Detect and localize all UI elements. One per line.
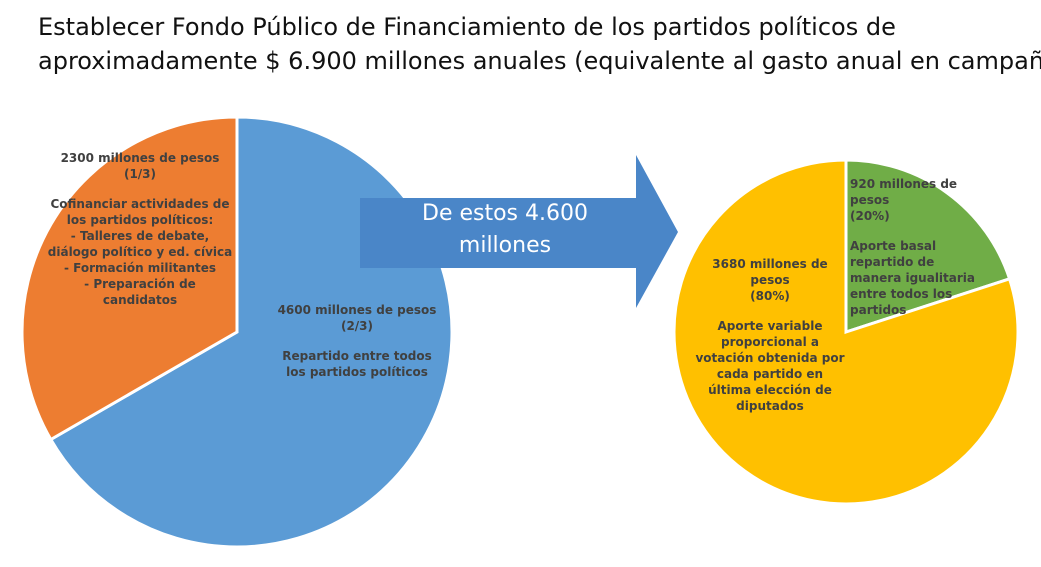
slice-label: 3680 millones de pesos (80%) Aporte variab… <box>695 256 845 414</box>
slice-label: 2300 millones de pesos (1/3) Cofinanciar a… <box>45 150 235 308</box>
value-label: 3680 millones de pesos <box>712 257 828 287</box>
spacer <box>695 304 845 318</box>
pie-slice <box>672 158 1020 506</box>
share-label: (20%) <box>850 209 890 223</box>
pie-slice <box>844 158 1012 335</box>
slice-label: 920 millones de pesos (20%) Aporte basal r… <box>850 176 985 318</box>
title: Establecer Fondo Público de Financiamien… <box>38 10 1041 78</box>
title-line: aproximadamente $ 6.900 millones anuales… <box>38 47 1041 75</box>
value-label: 4600 millones de pesos <box>277 303 437 317</box>
description: Cofinanciar actividades de los partidos … <box>50 197 230 227</box>
title-line: Establecer Fondo Público de Financiamien… <box>38 13 896 41</box>
description: - Formación militantes <box>63 261 217 275</box>
description: Repartido entre todos los partidos polít… <box>282 349 432 379</box>
description: - Talleres de debate, diálogo político y… <box>47 229 233 259</box>
share-label: (1/3) <box>123 167 157 181</box>
description: Aporte variable proporcional a votación … <box>695 319 845 413</box>
description: Aporte basal repartido de manera igualit… <box>850 239 976 317</box>
spacer <box>45 182 235 196</box>
arrow <box>360 155 678 308</box>
spacer <box>277 334 437 348</box>
value-label: 2300 millones de pesos <box>60 151 220 165</box>
slice-label: 4600 millones de pesos (2/3) Repartido ent… <box>277 302 437 380</box>
arrow-text: De estos 4.600 millones <box>422 201 588 258</box>
spacer <box>850 224 985 238</box>
pie-slice <box>48 115 454 549</box>
share-label: (2/3) <box>340 319 374 333</box>
description: - Preparación de candidatos <box>84 277 196 307</box>
pie-slice <box>20 115 239 442</box>
value-label: 920 millones de pesos <box>850 177 958 207</box>
share-label: (80%) <box>750 289 790 303</box>
